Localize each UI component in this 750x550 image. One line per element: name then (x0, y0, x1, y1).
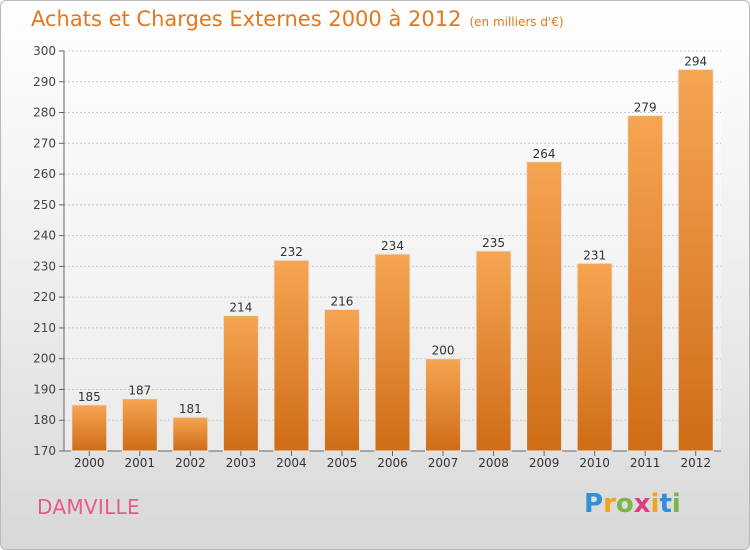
logo-letter: o (615, 489, 634, 519)
y-tick-label: 180 (33, 413, 56, 427)
x-tick-label: 2010 (579, 456, 610, 470)
y-tick-label: 270 (33, 136, 56, 150)
chart-title-unit: (en milliers d'€) (469, 15, 564, 29)
logo-letter: t (659, 489, 672, 519)
bar (71, 404, 108, 452)
bar (576, 262, 613, 452)
logo-letter: i (671, 489, 681, 519)
y-tick-label: 210 (33, 321, 56, 335)
bar (273, 259, 310, 452)
logo-letter: i (650, 489, 660, 519)
y-tick-label: 240 (33, 229, 56, 243)
y-tick-label: 220 (33, 290, 56, 304)
data-label: 216 (331, 294, 354, 308)
x-tick-label: 2000 (74, 456, 105, 470)
data-label: 231 (583, 248, 606, 262)
y-tick-label: 290 (33, 75, 56, 89)
data-label: 214 (229, 301, 252, 315)
bar (425, 358, 462, 452)
y-tick-label: 260 (33, 167, 56, 181)
y-tick-label: 190 (33, 382, 56, 396)
y-tick-label: 250 (33, 198, 56, 212)
y-tick-label: 230 (33, 259, 56, 273)
x-tick-label: 2003 (226, 456, 257, 470)
data-label: 232 (280, 245, 303, 259)
data-label: 234 (381, 239, 404, 253)
data-label: 235 (482, 236, 505, 250)
x-tick-label: 2006 (377, 456, 408, 470)
data-label: 294 (684, 54, 707, 68)
x-tick-label: 2001 (125, 456, 156, 470)
bar (323, 308, 360, 452)
bar (172, 416, 209, 452)
x-tick-label: 2008 (478, 456, 509, 470)
x-tick-label: 2009 (529, 456, 560, 470)
bar (374, 253, 411, 452)
bar (121, 398, 158, 452)
logo-letter: P (584, 489, 604, 519)
x-tick-label: 2002 (175, 456, 206, 470)
data-label: 187 (128, 384, 151, 398)
data-label: 181 (179, 402, 202, 416)
x-tick-label: 2011 (630, 456, 661, 470)
chart-title: Achats et Charges Externes 2000 à 2012 (e… (31, 7, 564, 31)
chart-title-text: Achats et Charges Externes 2000 à 2012 (31, 7, 462, 31)
x-tick-label: 2007 (428, 456, 459, 470)
y-tick-label: 280 (33, 106, 56, 120)
x-tick-label: 2005 (327, 456, 358, 470)
bar (222, 315, 259, 452)
data-label: 264 (533, 147, 556, 161)
x-tick-label: 2012 (680, 456, 711, 470)
proxiti-logo: Proxiti (584, 489, 681, 519)
logo-letter: x (633, 489, 651, 519)
bar (526, 161, 563, 452)
y-tick-label: 170 (33, 444, 56, 458)
data-label: 279 (634, 101, 657, 115)
bar (677, 68, 714, 452)
y-tick-label: 300 (33, 44, 56, 58)
y-tick-label: 200 (33, 352, 56, 366)
data-label: 200 (432, 344, 455, 358)
logo-letter: r (603, 489, 616, 519)
bar (475, 250, 512, 452)
x-tick-label: 2004 (276, 456, 307, 470)
place-name: DAMVILLE (37, 495, 140, 519)
bar (627, 115, 664, 452)
data-label: 185 (78, 390, 101, 404)
